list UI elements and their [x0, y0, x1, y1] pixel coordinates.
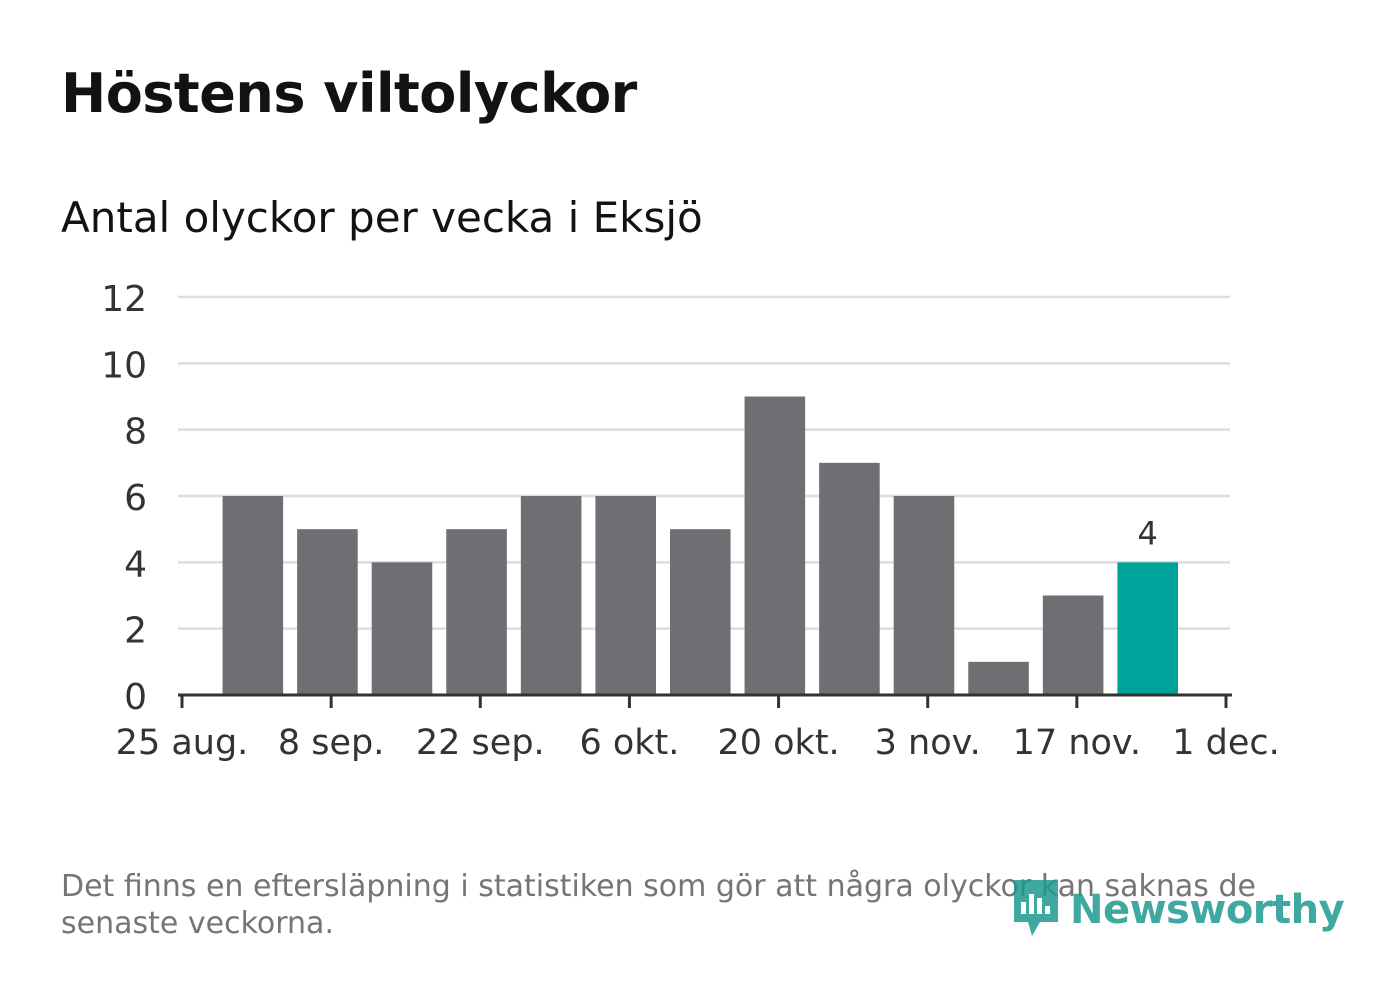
- x-tick-label: 6 okt.: [579, 723, 679, 763]
- chart-subtitle: Antal olyckor per vecka i Eksjö: [61, 193, 703, 242]
- y-tick-label: 10: [101, 345, 147, 386]
- chart-title: Höstens viltolyckor: [61, 62, 637, 125]
- bar: [744, 396, 806, 695]
- y-tick-label: 12: [101, 279, 147, 320]
- bar: [968, 661, 1029, 695]
- y-tick-label: 4: [124, 544, 147, 585]
- x-tick-label: 20 okt.: [717, 723, 839, 763]
- bar: [669, 529, 731, 695]
- bar: [371, 562, 433, 695]
- y-tick-label: 2: [124, 611, 147, 652]
- bar: [595, 496, 656, 695]
- y-tick-label: 6: [124, 478, 147, 519]
- bar: [893, 496, 955, 695]
- bars: [222, 396, 1178, 695]
- x-tick-label: 25 aug.: [116, 723, 249, 763]
- data-label: 4: [1138, 514, 1158, 552]
- y-tick-label: 8: [124, 412, 147, 453]
- bar: [520, 496, 582, 695]
- x-tick-label: 3 nov.: [875, 723, 981, 763]
- bar: [222, 496, 284, 695]
- brand-logo: Newsworthy: [1010, 876, 1345, 944]
- bar: [297, 529, 358, 695]
- data-labels: 4: [1138, 514, 1158, 552]
- bar: [1042, 595, 1104, 695]
- bar-chart: 25 aug. 8 sep. 22 sep. 6 okt. 20 okt. 3 nov. 1…: [101, 279, 1280, 763]
- bar-highlighted: [1117, 562, 1178, 695]
- y-tick-label: 0: [124, 677, 147, 718]
- x-axis: 25 aug. 8 sep. 22 sep. 6 okt. 20 okt. 3 nov. 1…: [116, 693, 1280, 763]
- newsworthy-logo-icon: [1010, 876, 1062, 944]
- x-tick-label: 17 nov.: [1013, 723, 1141, 763]
- bar: [819, 462, 880, 695]
- x-tick-label: 1 dec.: [1172, 723, 1280, 763]
- y-axis-tick-labels: 0 2 4 6 8 10 12: [101, 279, 147, 718]
- bar: [446, 529, 507, 695]
- x-tick-label: 8 sep.: [278, 723, 385, 763]
- x-tick-label: 22 sep.: [416, 723, 545, 763]
- brand-name: Newsworthy: [1070, 887, 1345, 933]
